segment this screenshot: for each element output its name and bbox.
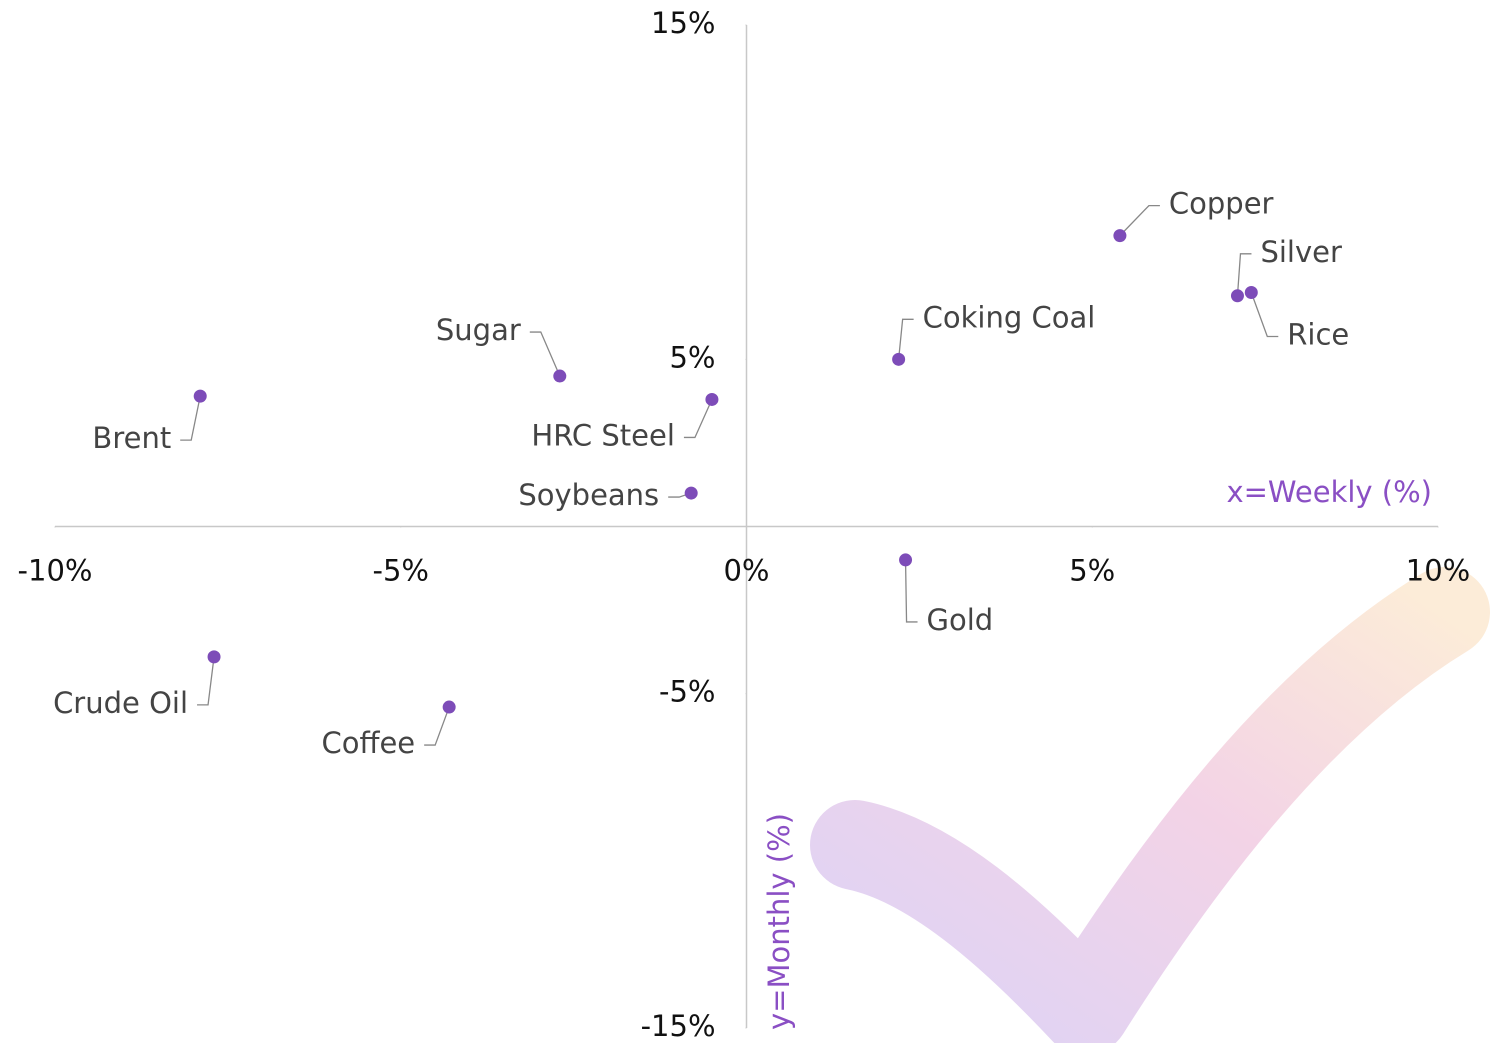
point-label: Gold: [927, 603, 994, 637]
point: [207, 650, 221, 664]
point-label: Rice: [1287, 317, 1349, 351]
y-tick-label: -5%: [659, 675, 715, 709]
x-tick-label: -5%: [373, 554, 429, 588]
point: [553, 369, 567, 383]
point: [892, 352, 906, 366]
point: [684, 486, 698, 500]
leader-line: [197, 656, 215, 706]
x-tick-label: 0%: [723, 554, 769, 588]
leader-line: [897, 318, 914, 360]
decoration: [810, 567, 1490, 1043]
point: [442, 700, 456, 714]
leader-line: [180, 395, 201, 441]
point: [1230, 289, 1244, 303]
leader-line: [683, 399, 713, 439]
leader-line: [424, 706, 450, 746]
y-tick-label: 5%: [669, 340, 715, 374]
point: [1113, 229, 1127, 243]
point: [193, 389, 207, 403]
leader-line: [904, 559, 918, 623]
y-tick-label: 15%: [651, 6, 715, 40]
x-tick-label: 10%: [1406, 554, 1470, 588]
point: [1244, 285, 1258, 299]
y-axis-label: y=Monthly (%): [762, 813, 796, 1030]
leader-line: [1236, 253, 1252, 296]
point: [899, 553, 913, 567]
point-label: Copper: [1169, 187, 1274, 221]
point-label: Coking Coal: [923, 300, 1096, 334]
x-tick-label: 5%: [1069, 554, 1115, 588]
x-axis-label: x=Weekly (%): [1226, 475, 1432, 509]
point-label: Coffee: [321, 726, 415, 760]
point-label: Silver: [1260, 235, 1342, 269]
leader-line: [529, 331, 561, 377]
point-label: Sugar: [436, 313, 521, 347]
point-label: Soybeans: [518, 478, 659, 512]
point-label: HRC Steel: [531, 418, 675, 452]
point-label: Crude Oil: [53, 686, 188, 720]
point-label: Brent: [92, 421, 171, 455]
leader-line: [1119, 204, 1160, 237]
x-tick-label: -10%: [18, 554, 93, 588]
leader-line: [1250, 292, 1279, 338]
y-tick-label: -15%: [641, 1009, 716, 1043]
point: [705, 392, 719, 406]
